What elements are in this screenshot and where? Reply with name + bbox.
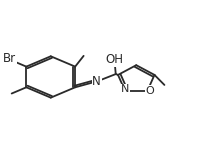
Text: Br: Br — [3, 52, 16, 65]
Text: N: N — [121, 84, 130, 94]
Text: N: N — [92, 75, 101, 88]
Text: O: O — [146, 86, 155, 96]
Text: OH: OH — [106, 53, 124, 66]
